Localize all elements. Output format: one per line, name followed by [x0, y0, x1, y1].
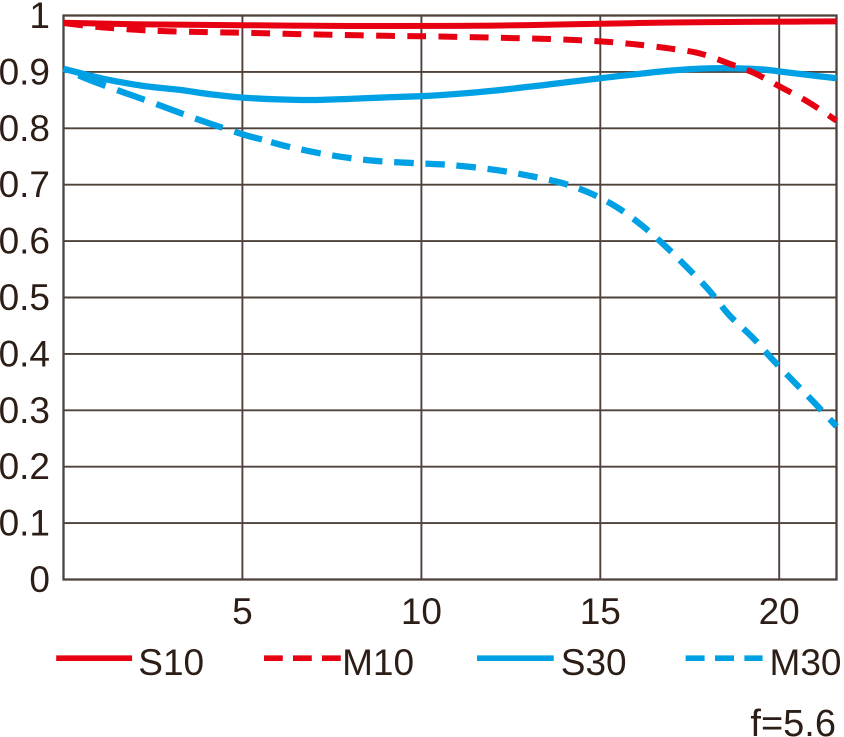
svg-text:0.7: 0.7	[0, 164, 50, 205]
svg-text:5: 5	[232, 591, 253, 632]
svg-text:0.3: 0.3	[0, 390, 50, 431]
svg-text:0.8: 0.8	[0, 108, 50, 149]
svg-text:15: 15	[580, 591, 621, 632]
svg-text:0.4: 0.4	[0, 333, 50, 374]
svg-text:10: 10	[401, 591, 442, 632]
svg-text:0: 0	[29, 559, 50, 600]
svg-text:0.6: 0.6	[0, 221, 50, 262]
svg-text:0.5: 0.5	[0, 277, 50, 318]
svg-text:1: 1	[29, 0, 50, 36]
svg-text:M30: M30	[770, 642, 842, 683]
svg-text:S30: S30	[561, 642, 627, 683]
svg-text:f=5.6: f=5.6	[750, 703, 836, 737]
svg-text:0.9: 0.9	[0, 51, 50, 92]
svg-text:20: 20	[759, 591, 800, 632]
svg-text:0.2: 0.2	[0, 446, 50, 487]
svg-text:0.1: 0.1	[0, 503, 50, 544]
svg-text:M10: M10	[342, 642, 414, 683]
svg-text:S10: S10	[138, 642, 204, 683]
